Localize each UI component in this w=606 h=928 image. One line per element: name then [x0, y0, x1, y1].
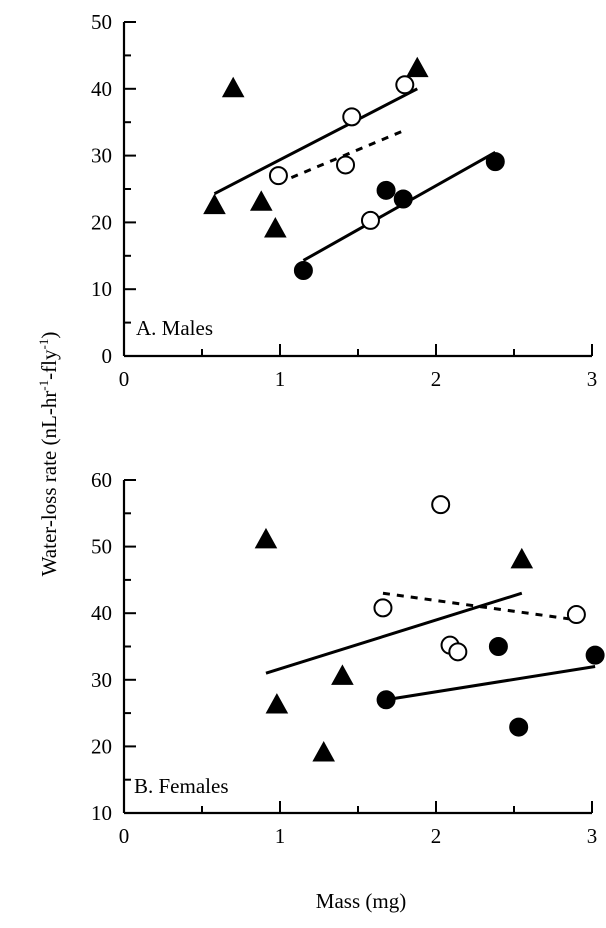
panel-a-series-3-point [393, 189, 413, 209]
panel-a-series-1-point [221, 76, 245, 98]
panel-a-series-3-point [376, 180, 396, 200]
x-axis-title: Mass (mg) [316, 889, 406, 913]
panel-a-y-tick-label: 50 [91, 10, 112, 34]
panel-a-series-2-point [342, 107, 362, 127]
panel-b-series-1-point [331, 664, 354, 685]
panel-b-y-tick-label: 20 [91, 734, 112, 758]
panel-b-series-1-point [254, 527, 278, 549]
panel-a-series-2-point [268, 166, 288, 186]
panel-b-series-1-point [312, 741, 335, 762]
panel-b-series-1-point [510, 547, 534, 569]
panel-a-series-1-point [264, 217, 287, 238]
panel-b-series-2-point [566, 605, 586, 625]
panel-b-y-tick-label: 30 [91, 668, 112, 692]
panel-b-series-2-point [431, 495, 451, 515]
panel-a-series-2-point [336, 155, 356, 175]
panel-b-series-2-fit-line [382, 591, 577, 622]
panel-a-series-1-point [203, 193, 226, 215]
panel-b-females: 10 20 30 40 50 60 0 1 2 3 B. Females [91, 468, 605, 848]
panel-a-y-tick-label: 30 [91, 144, 112, 168]
panel-a-series-2-point [395, 75, 415, 95]
panel-a-series-3-point [293, 260, 313, 280]
panel-b-x-tick-label: 3 [587, 824, 598, 848]
panel-b-x-tick-label: 2 [431, 824, 442, 848]
panel-a-series-1-point [249, 190, 273, 211]
panel-b-series-3-point [585, 645, 605, 665]
y-axis-title: Water-loss rate (nL-hr-1-fly-1) [36, 332, 61, 577]
panel-a-x-tick-label: 2 [431, 367, 442, 391]
panel-b-series-2-point [373, 598, 393, 618]
panel-a-series-2-fit-line [277, 128, 406, 185]
panel-a-series-2-point [360, 210, 380, 230]
panel-b-y-tick-label: 50 [91, 535, 112, 559]
panel-a-y-tick-label: 20 [91, 210, 112, 234]
panel-a-y-tick-label: 0 [102, 344, 113, 368]
panel-a-x-tick-label: 1 [275, 367, 286, 391]
panel-a-x-tick-label: 0 [119, 367, 130, 391]
panel-b-series-1-point [265, 693, 289, 714]
panel-a-x-tick-label: 3 [587, 367, 598, 391]
panel-b-y-tick-label: 40 [91, 601, 112, 625]
panel-a-males: 0 10 20 30 40 50 0 1 2 3 A. Males [91, 10, 597, 391]
panel-b-y-tick-label: 10 [91, 801, 112, 825]
panel-b-x-tick-label: 0 [119, 824, 130, 848]
panel-a-series-1-point [405, 56, 429, 78]
panel-b-panel-label: B. Females [134, 774, 229, 798]
panel-b-series-3-point [376, 690, 396, 710]
panel-b-series-3-fit-line [385, 664, 596, 702]
panel-a-series-1-fit-line [213, 87, 418, 196]
panel-b-y-tick-label: 60 [91, 468, 112, 492]
panel-a-y-tick-label: 40 [91, 77, 112, 101]
panel-b-series-1-fit-line [265, 591, 523, 675]
panel-b-x-tick-label: 1 [275, 824, 286, 848]
panel-a-series-3-point [485, 152, 505, 172]
panel-b-series-3-point [488, 637, 508, 656]
panel-a-panel-label: A. Males [136, 316, 213, 340]
panel-a-y-tick-label: 10 [91, 277, 112, 301]
panel-b-series-2-point [448, 642, 468, 662]
panel-b-series-3-point [509, 717, 529, 737]
